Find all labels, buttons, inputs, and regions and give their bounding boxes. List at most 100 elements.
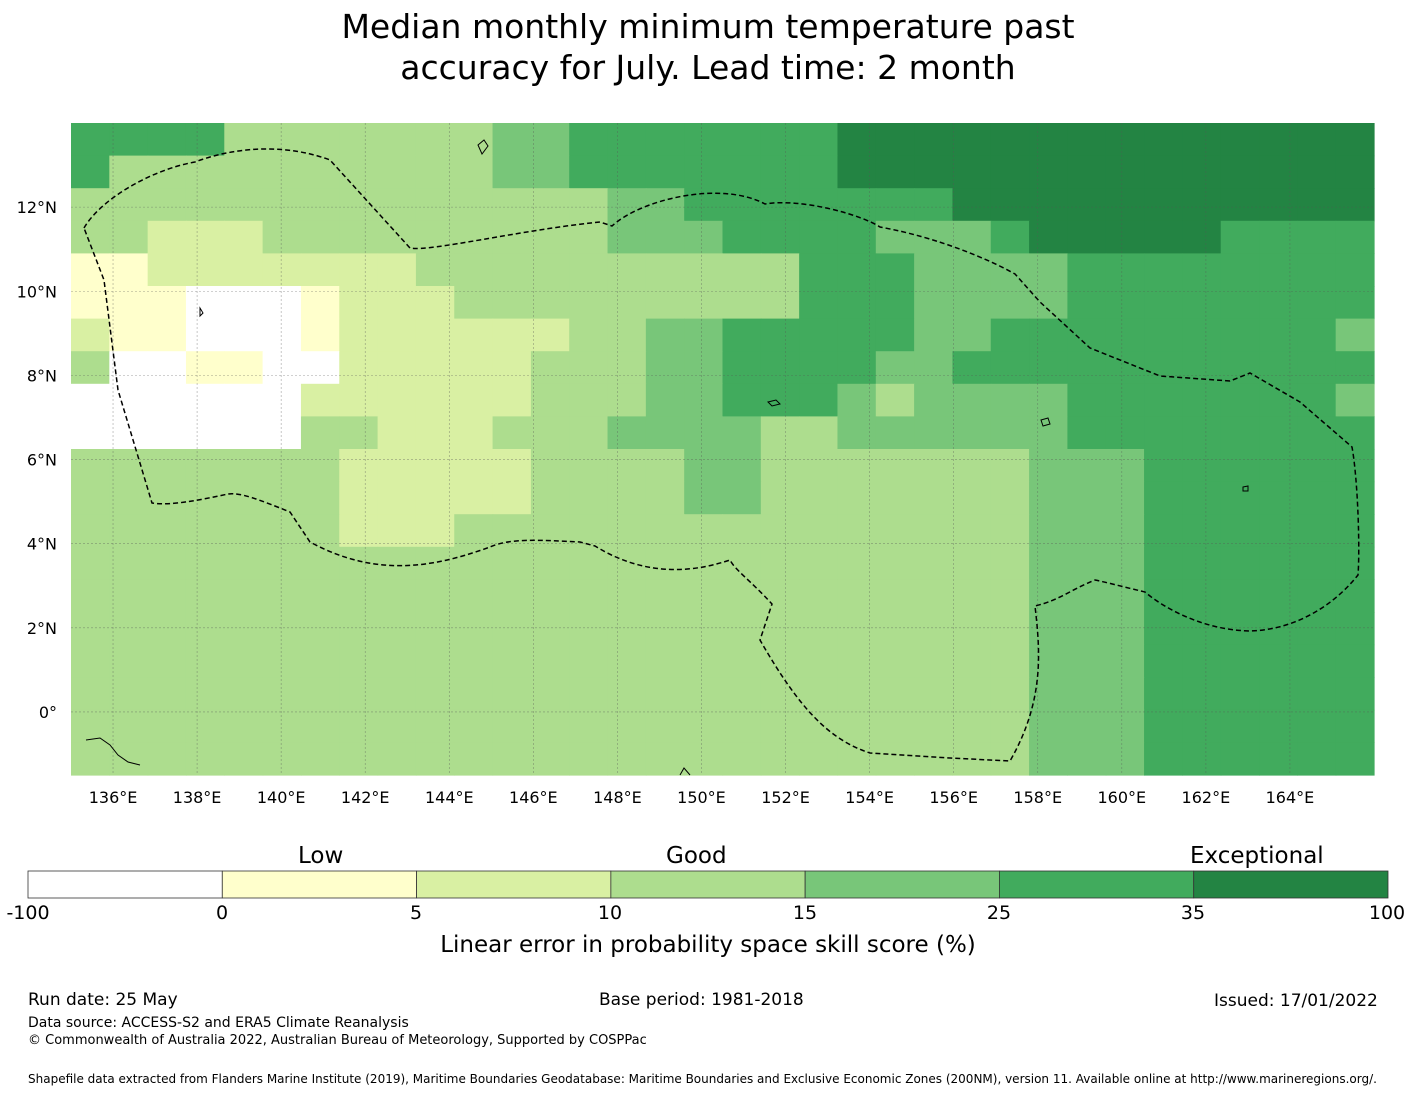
skill-cell (1297, 742, 1337, 776)
latitude-label: 4°N (27, 535, 57, 554)
skill-cell (147, 579, 187, 613)
skill-cell (1144, 709, 1183, 743)
skill-cell (109, 155, 149, 189)
eez-boundary-line (83, 148, 1360, 762)
skill-cell (799, 742, 839, 776)
skill-cell (1067, 383, 1107, 417)
skill-cell (224, 318, 264, 352)
longitude-label: 136°E (89, 788, 138, 807)
skill-cell (1297, 155, 1337, 189)
skill-cell (722, 383, 762, 417)
skill-cell (1297, 383, 1337, 417)
skill-cell (109, 220, 149, 254)
skill-cell (300, 612, 340, 646)
skill-cell (492, 449, 532, 483)
skill-cell (109, 742, 149, 776)
skill-cell (607, 253, 647, 287)
skill-cell (1182, 220, 1222, 254)
skill-cell (760, 188, 800, 222)
skill-cell (415, 188, 455, 222)
skill-cell (760, 449, 800, 483)
skill-cell (1259, 318, 1298, 352)
skill-cell (1029, 481, 1069, 515)
longitude-label: 162°E (1182, 788, 1231, 807)
skill-cell (262, 742, 302, 776)
skill-cell (185, 123, 225, 157)
colorbar-tick: 15 (792, 902, 818, 924)
skill-cell (1144, 742, 1183, 776)
skill-cell (1182, 449, 1222, 483)
skill-cell (415, 514, 455, 548)
skill-cell (109, 318, 149, 352)
skill-cell (1220, 351, 1260, 385)
colorbar-segment (416, 870, 612, 899)
skill-cell (875, 318, 915, 352)
skill-cell (569, 612, 609, 646)
skill-cell (185, 579, 225, 613)
skill-cell (607, 123, 647, 157)
skill-cell (300, 546, 340, 580)
skill-cell (722, 416, 762, 450)
skill-cell (799, 677, 839, 711)
skill-cell (109, 514, 149, 548)
skill-cell (684, 383, 724, 417)
skill-cell (952, 253, 992, 287)
skill-cell (684, 123, 724, 157)
skill-cell (914, 383, 954, 417)
skill-cell (1297, 481, 1337, 515)
skill-cell (300, 579, 340, 613)
skill-cell (1067, 155, 1107, 189)
skill-cell (837, 481, 877, 515)
skill-cell (147, 253, 187, 287)
skill-cell (71, 709, 110, 743)
skill-cell (1105, 449, 1145, 483)
skill-cell (760, 546, 800, 580)
skill-cell (1297, 123, 1337, 157)
skill-cell (799, 579, 839, 613)
skill-cell (914, 742, 954, 776)
skill-cell (990, 742, 1030, 776)
skill-cell (262, 481, 302, 515)
skill-cell (185, 677, 225, 711)
skill-cell (109, 481, 149, 515)
skill-cell (837, 351, 877, 385)
skill-cell (990, 188, 1030, 222)
skill-cell (415, 383, 455, 417)
colorbar-segment (221, 870, 417, 899)
skill-cell (1144, 514, 1183, 548)
skill-cell (1259, 644, 1298, 678)
skill-cell (722, 155, 762, 189)
base-period: Base period: 1981-2018 (599, 990, 804, 1010)
skill-cell (1029, 709, 1069, 743)
skill-cell (952, 318, 992, 352)
skill-cell (300, 123, 340, 157)
skill-cell (1067, 351, 1107, 385)
skill-cell (339, 253, 379, 287)
skill-cell (224, 155, 264, 189)
skill-cell (415, 449, 455, 483)
longitude-label: 146°E (509, 788, 558, 807)
colorbar-segment (27, 870, 223, 899)
skill-cell (224, 579, 264, 613)
skill-cell (339, 612, 379, 646)
skill-cell (952, 644, 992, 678)
skill-cell (109, 709, 149, 743)
skill-cell (1297, 449, 1337, 483)
skill-cell (914, 351, 954, 385)
skill-cell (1182, 546, 1222, 580)
skill-cell (454, 514, 494, 548)
skill-cell (1335, 416, 1375, 450)
skill-cell (760, 514, 800, 548)
skill-cell (1029, 514, 1069, 548)
skill-cell (1067, 318, 1107, 352)
skill-cell (1220, 155, 1260, 189)
skill-cell (569, 123, 609, 157)
skill-cell (530, 546, 570, 580)
skill-cell (300, 742, 340, 776)
skill-cell (454, 677, 494, 711)
skill-cell (722, 188, 762, 222)
skill-cell (799, 220, 839, 254)
skill-cell (722, 123, 762, 157)
skill-cell (1182, 253, 1222, 287)
skill-cell (990, 481, 1030, 515)
